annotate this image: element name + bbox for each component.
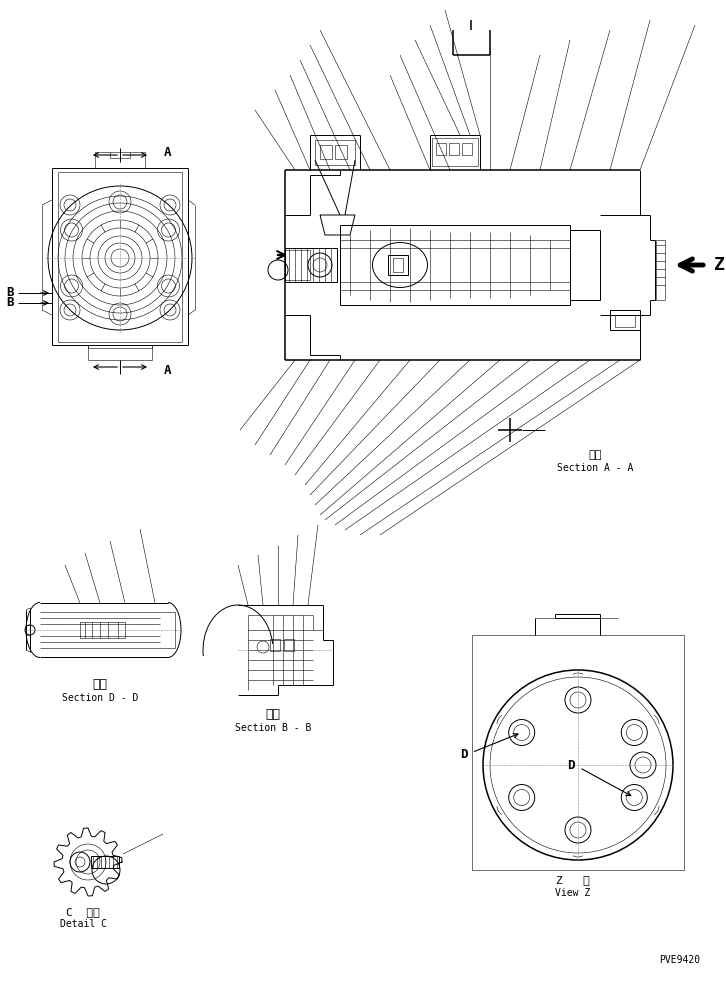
Text: Section D - D: Section D - D	[62, 693, 138, 703]
Bar	[436, 143, 446, 155]
Text: A: A	[164, 364, 172, 377]
Text: 断面: 断面	[92, 679, 107, 692]
Bar	[91, 856, 119, 868]
Text: Z   視: Z 視	[556, 875, 590, 885]
Text: B: B	[7, 286, 14, 299]
Bar	[610, 310, 640, 330]
Text: View Z: View Z	[555, 888, 591, 898]
Text: Z: Z	[714, 256, 725, 274]
Text: Section B - B: Section B - B	[234, 723, 311, 733]
Bar	[388, 255, 408, 275]
Text: D: D	[460, 748, 468, 761]
Bar	[270, 639, 280, 651]
Bar	[315, 140, 355, 165]
Text: 断面: 断面	[588, 450, 602, 460]
Bar	[462, 143, 472, 155]
Text: 断面: 断面	[266, 708, 280, 721]
Text: B: B	[7, 296, 14, 309]
Text: PVE9420: PVE9420	[659, 955, 700, 965]
Bar	[285, 248, 337, 282]
Bar	[284, 639, 294, 651]
Bar	[335, 145, 347, 159]
Text: Detail C: Detail C	[60, 919, 107, 929]
Bar	[615, 315, 635, 327]
Text: A: A	[164, 145, 172, 159]
Text: D: D	[567, 759, 574, 772]
Bar	[449, 143, 459, 155]
Bar	[472, 635, 684, 870]
Text: Section A - A: Section A - A	[557, 463, 633, 473]
Bar	[393, 258, 403, 272]
Text: C  詳細: C 詳細	[66, 907, 100, 917]
Bar	[80, 622, 125, 638]
Bar	[432, 138, 478, 166]
Bar	[320, 145, 332, 159]
